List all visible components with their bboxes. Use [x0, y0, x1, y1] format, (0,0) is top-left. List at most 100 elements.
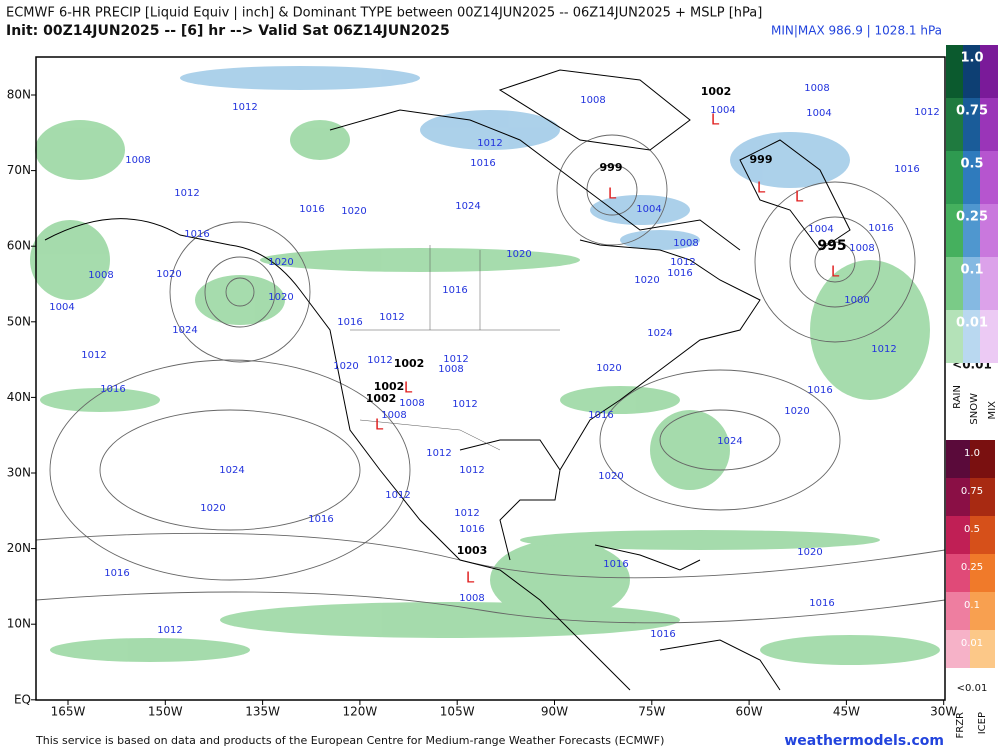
isobar-label: 1016	[667, 268, 692, 279]
isobar-label: 1020	[268, 257, 293, 268]
low-marker: L	[795, 188, 804, 206]
isobar-label: 1012	[81, 350, 106, 361]
isobar-label: 1016	[807, 385, 832, 396]
legend-mix	[980, 151, 998, 204]
pressure-center: 1002	[366, 392, 397, 405]
lon-label: 60W	[736, 705, 763, 719]
lon-label: 150W	[148, 705, 183, 719]
low-marker: L	[711, 111, 720, 129]
lat-label: 70N	[7, 163, 31, 177]
legend-lower-label: 0.5	[964, 524, 980, 535]
lon-label: 120W	[343, 705, 378, 719]
lon-label: 90W	[541, 705, 568, 719]
legend-upper-label: 0.25	[956, 210, 988, 225]
isobar-label: 1016	[104, 568, 129, 579]
lon-label: 30W	[930, 705, 957, 719]
legend-type: MIX	[987, 401, 998, 420]
legend-snow	[963, 310, 980, 363]
isobar-label: 1016	[184, 229, 209, 240]
pressure-center: 1003	[457, 544, 488, 557]
isobar-label: 1012	[454, 508, 479, 519]
legend-icep	[970, 630, 995, 668]
low-marker: L	[466, 569, 475, 587]
isobar-label: 1020	[268, 292, 293, 303]
legend-lower-label: 1.0	[964, 448, 980, 459]
isobar-label: 1020	[333, 361, 358, 372]
legend-upper-label: 0.75	[956, 104, 988, 119]
precip-snow	[180, 66, 850, 250]
isobar-label: 1012	[232, 102, 257, 113]
isobar-label: 1008	[804, 83, 829, 94]
isobar-label: 1008	[438, 364, 463, 375]
isobar-label: 1004	[710, 105, 735, 116]
pressure-center: 999	[750, 153, 773, 166]
isobar-label: 1020	[634, 275, 659, 286]
title: ECMWF 6-HR PRECIP [Liquid Equiv | inch] …	[6, 6, 762, 21]
isobar-label: 1012	[871, 344, 896, 355]
isobar-label: 1016	[470, 158, 495, 169]
precip-rain	[30, 120, 940, 665]
legend-snow	[963, 98, 980, 151]
lat-label: 40N	[7, 390, 31, 404]
lat-label: 20N	[7, 541, 31, 555]
map-frame	[35, 56, 946, 701]
lon-label: 45W	[833, 705, 860, 719]
legend-lower-label: 0.25	[961, 562, 983, 573]
isobar-label: 1008	[459, 593, 484, 604]
legend-lower-type: FRZR	[955, 712, 966, 739]
isobar-label: 1008	[849, 243, 874, 254]
lat-label: 30N	[7, 466, 31, 480]
legend-lower-below: <0.01	[957, 683, 988, 694]
legend-rain	[946, 45, 963, 98]
isobar-label: 1024	[717, 436, 742, 447]
legend-frzr	[946, 516, 970, 554]
isobar-label: 1012	[452, 399, 477, 410]
legend-mix	[980, 45, 998, 98]
legend-frzr	[946, 630, 970, 668]
isobar-label: 1012	[379, 312, 404, 323]
isobar-label: 1008	[673, 238, 698, 249]
isobar-label: 1020	[341, 206, 366, 217]
legend-frzr	[946, 478, 970, 516]
legend-frzr	[946, 592, 970, 630]
isobar-label: 1012	[426, 448, 451, 459]
isobar-label: 1020	[596, 363, 621, 374]
isobar-label: 1012	[459, 465, 484, 476]
map-area	[30, 56, 946, 701]
isobar-label: 1024	[219, 465, 244, 476]
isobar-label: 1012	[914, 107, 939, 118]
low-marker: L	[375, 416, 384, 434]
isobar-label: 1016	[894, 164, 919, 175]
isobar-label: 1004	[636, 204, 661, 215]
pressure-center: 995	[817, 238, 846, 254]
lon-label: 75W	[638, 705, 665, 719]
legend-upper-label: 1.0	[960, 51, 983, 66]
isobar-label: 1020	[200, 503, 225, 514]
isobar-label: 1024	[647, 328, 672, 339]
pressure-center: 999	[600, 161, 623, 174]
site: weathermodels.com	[784, 733, 944, 749]
isobar-label: 1020	[797, 547, 822, 558]
legend-type: SNOW	[969, 393, 980, 425]
legend-lower-label: 0.75	[961, 486, 983, 497]
isobar-label: 1024	[455, 201, 480, 212]
legend-frzr	[946, 440, 970, 478]
low-marker: L	[757, 179, 766, 197]
lat-label: 10N	[7, 617, 31, 631]
legend-frzr	[946, 554, 970, 592]
legend-mix	[980, 204, 998, 257]
legend-icep	[970, 516, 995, 554]
isobar-label: 1016	[603, 559, 628, 570]
isobar-label: 1016	[100, 384, 125, 395]
isobar-label: 1020	[598, 471, 623, 482]
credit: This service is based on data and produc…	[35, 734, 664, 747]
legend-icep	[970, 592, 995, 630]
legend-icep	[970, 554, 995, 592]
legend-rain	[946, 98, 963, 151]
isobar-label: 1012	[443, 354, 468, 365]
isobar-label: 1000	[844, 295, 869, 306]
isobar-label: 1008	[381, 410, 406, 421]
isobar-label: 1008	[125, 155, 150, 166]
